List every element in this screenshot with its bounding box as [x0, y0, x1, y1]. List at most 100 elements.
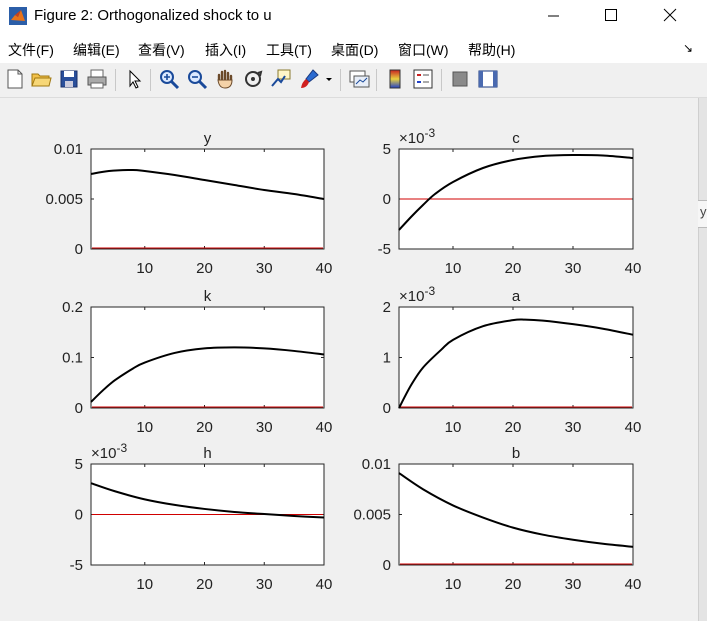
window-title: Figure 2: Orthogonalized shock to u: [34, 7, 272, 24]
new-figure-icon[interactable]: [3, 67, 27, 91]
exponent-label: ×10-3: [91, 441, 127, 462]
plot-title: c: [512, 130, 520, 147]
exponent-label: ×10-3: [399, 126, 435, 147]
colorbar-icon[interactable]: [383, 67, 407, 91]
x-tick-label: 10: [136, 419, 153, 436]
y-tick-label: 5: [383, 141, 391, 158]
x-tick-label: 30: [565, 260, 582, 277]
x-tick-label: 40: [316, 576, 333, 593]
x-tick-label: 40: [625, 576, 642, 593]
x-tick-label: 30: [256, 260, 273, 277]
menu-insert[interactable]: 插入(I): [205, 42, 247, 58]
impulse-response-line: [90, 168, 325, 200]
x-tick-label: 40: [625, 419, 642, 436]
hide-plot-tools-icon[interactable]: [448, 67, 472, 91]
y-tick-label: 0: [383, 191, 391, 208]
plot-title: h: [203, 445, 211, 462]
plot-axes-box[interactable]: [398, 463, 634, 566]
matlab-logo-icon: [9, 7, 27, 25]
exponent-label: ×10-3: [399, 284, 435, 305]
x-tick-label: 40: [316, 419, 333, 436]
plot-axes-box[interactable]: [90, 306, 325, 409]
y-tick-label: 0.005: [45, 191, 83, 208]
x-tick-label: 40: [316, 260, 333, 277]
brush-icon[interactable]: [297, 67, 321, 91]
menu-bar: 文件(F) 编辑(E) 查看(V) 插入(I) 工具(T) 桌面(D) 窗口(W…: [0, 33, 707, 63]
x-tick-label: 20: [196, 260, 213, 277]
zoom-in-icon[interactable]: [157, 67, 181, 91]
y-tick-label: 1: [383, 350, 391, 367]
adjacent-window-tab: [698, 200, 707, 228]
y-tick-label: -5: [378, 241, 391, 258]
y-tick-label: 0.005: [353, 507, 391, 524]
link-plot-icon[interactable]: [347, 67, 371, 91]
x-tick-label: 20: [196, 576, 213, 593]
pan-hand-icon[interactable]: [213, 67, 237, 91]
toolbar-separator: [376, 69, 377, 91]
menu-edit[interactable]: 编辑(E): [73, 42, 120, 58]
x-tick-label: 30: [565, 419, 582, 436]
x-tick-label: 10: [136, 260, 153, 277]
menu-overflow-arrow-icon[interactable]: ↘: [683, 41, 694, 55]
y-tick-label: 0: [75, 400, 83, 417]
menu-window[interactable]: 窗口(W): [398, 42, 449, 58]
menu-tools[interactable]: 工具(T): [266, 42, 312, 58]
toolbar-separator: [340, 69, 341, 91]
y-tick-label: 0.01: [362, 456, 391, 473]
menu-desktop[interactable]: 桌面(D): [331, 42, 379, 58]
x-tick-label: 10: [136, 576, 153, 593]
x-tick-label: 30: [565, 576, 582, 593]
save-icon[interactable]: [57, 67, 81, 91]
edit-plot-arrow-icon[interactable]: [122, 67, 146, 91]
y-tick-label: 5: [75, 456, 83, 473]
menu-view[interactable]: 查看(V): [138, 42, 185, 58]
data-cursor-icon[interactable]: [269, 67, 293, 91]
zoom-out-icon[interactable]: [185, 67, 209, 91]
plot-title: a: [512, 288, 521, 305]
impulse-response-line: [90, 482, 325, 519]
y-tick-label: 0: [383, 400, 391, 417]
legend-icon[interactable]: [411, 67, 435, 91]
toolbar: [0, 63, 707, 98]
impulse-response-line: [398, 318, 634, 409]
plot-title: y: [204, 130, 212, 147]
y-tick-label: 0.01: [54, 141, 83, 158]
x-tick-label: 10: [445, 576, 462, 593]
y-tick-label: -5: [70, 557, 83, 574]
maximize-button[interactable]: [588, 0, 634, 32]
show-plot-tools-icon[interactable]: [476, 67, 500, 91]
x-tick-label: 20: [196, 419, 213, 436]
plot-title: b: [512, 445, 520, 462]
maximize-icon: [605, 9, 617, 21]
figure-area: y 10 20 30 40 0 0.005 0.01 c 10 20 30 40 -5 0 5 ×10-3 k 10…: [0, 98, 707, 621]
menu-help[interactable]: 帮助(H): [468, 42, 516, 58]
impulse-response-line: [398, 472, 634, 548]
close-icon: [663, 8, 677, 22]
x-tick-label: 20: [505, 576, 522, 593]
plot-axes-box[interactable]: [90, 148, 325, 250]
minimize-button[interactable]: [530, 0, 576, 32]
impulse-response-line: [90, 346, 325, 403]
menu-file[interactable]: 文件(F): [8, 42, 54, 58]
print-icon[interactable]: [85, 67, 109, 91]
plot-title: k: [204, 288, 212, 305]
y-tick-label: 2: [383, 299, 391, 316]
y-tick-label: 0: [383, 557, 391, 574]
brush-dropdown-icon[interactable]: [322, 67, 336, 91]
open-file-icon[interactable]: [29, 67, 53, 91]
close-button[interactable]: [647, 0, 693, 32]
title-bar: Figure 2: Orthogonalized shock to u: [0, 0, 707, 33]
minimize-icon: [548, 15, 559, 17]
adjacent-window-edge-text: y: [700, 204, 707, 219]
y-tick-label: 0.1: [62, 350, 83, 367]
rotate-3d-icon[interactable]: [241, 67, 265, 91]
x-tick-label: 30: [256, 419, 273, 436]
toolbar-separator: [150, 69, 151, 91]
y-tick-label: 0: [75, 507, 83, 524]
adjacent-window-edge: [698, 98, 707, 621]
x-tick-label: 40: [625, 260, 642, 277]
y-tick-label: 0.2: [62, 299, 83, 316]
plot-axes-box[interactable]: [398, 306, 634, 409]
impulse-response-line: [398, 153, 634, 231]
